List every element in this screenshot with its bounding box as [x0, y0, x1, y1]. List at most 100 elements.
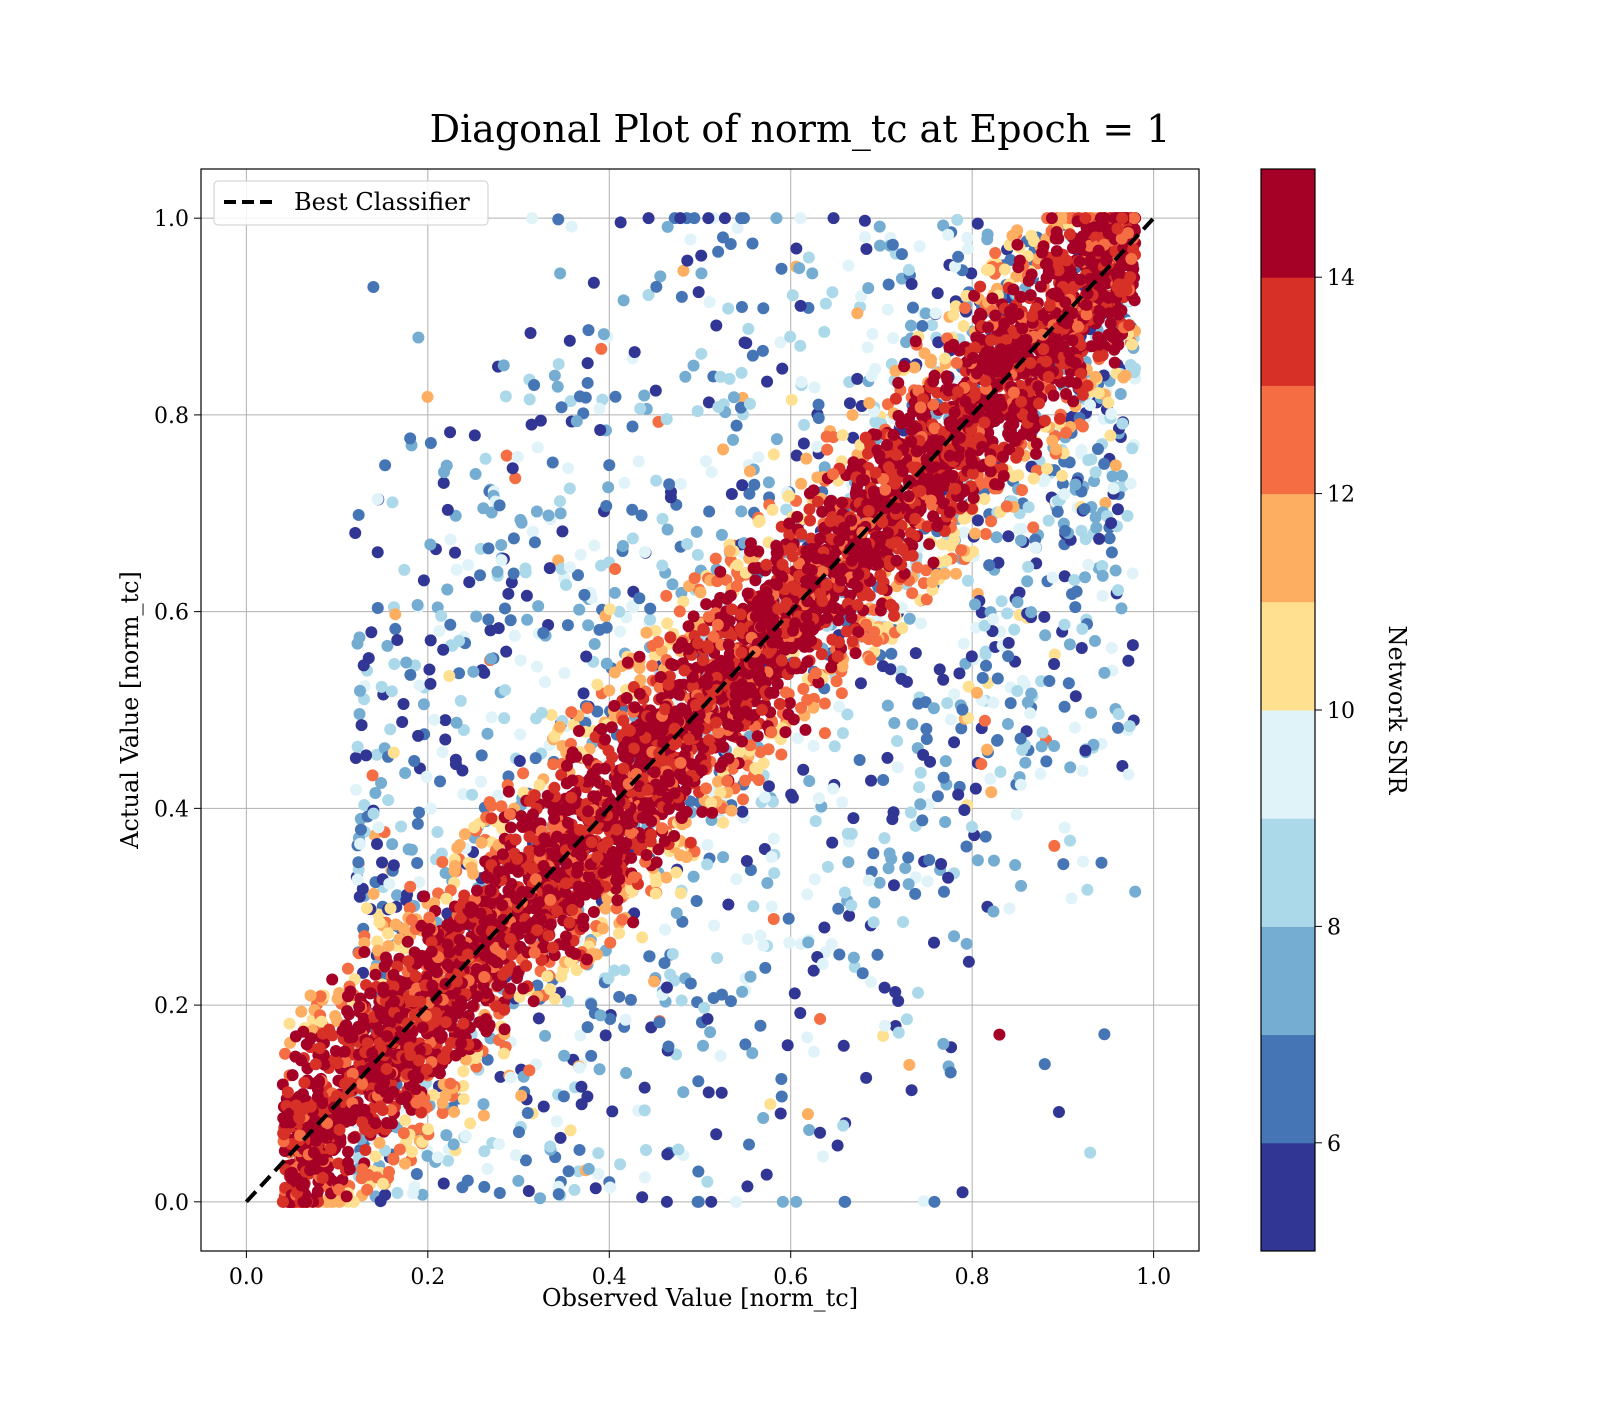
data-point [991, 735, 1003, 747]
data-point [1097, 590, 1109, 602]
data-point [412, 730, 424, 742]
data-point [425, 802, 437, 814]
data-point [1112, 722, 1124, 734]
data-point [531, 661, 543, 673]
data-point [775, 1073, 787, 1085]
data-point [582, 357, 594, 369]
data-point [980, 660, 992, 672]
data-point [851, 307, 863, 319]
data-point [981, 264, 993, 276]
data-point [1058, 488, 1070, 500]
data-point [625, 994, 637, 1006]
data-point [1025, 688, 1037, 700]
data-point [523, 1185, 535, 1197]
data-point [582, 324, 594, 336]
data-point [493, 622, 505, 634]
data-point [1015, 535, 1027, 547]
data-point [952, 251, 964, 263]
data-point [606, 1105, 618, 1117]
data-point [562, 462, 574, 474]
data-point [640, 627, 652, 639]
data-point [763, 743, 775, 755]
data-point [739, 336, 751, 348]
data-point [1084, 399, 1096, 411]
data-point [770, 212, 782, 224]
data-point [716, 529, 728, 541]
data-point [505, 822, 517, 834]
data-point [399, 1114, 411, 1126]
data-point [744, 465, 756, 477]
data-point [906, 1084, 918, 1096]
data-point [692, 405, 704, 417]
data-point [744, 971, 756, 983]
data-point [552, 213, 564, 225]
data-point [526, 212, 538, 224]
data-point [534, 1192, 546, 1204]
data-point [897, 916, 909, 928]
data-point [1024, 707, 1036, 719]
data-point [797, 764, 809, 776]
data-point [565, 1124, 577, 1136]
data-point [717, 851, 729, 863]
data-point [779, 726, 791, 738]
data-point [887, 332, 899, 344]
data-point [928, 702, 940, 714]
data-point [972, 854, 984, 866]
data-point [435, 610, 447, 622]
data-point [418, 698, 430, 710]
data-point [374, 916, 386, 928]
data-point [798, 419, 810, 431]
data-point [566, 221, 578, 233]
data-point [806, 267, 818, 279]
data-point [759, 791, 771, 803]
data-point [1026, 268, 1038, 280]
data-point [369, 787, 381, 799]
data-point [702, 1013, 714, 1025]
data-point [553, 358, 565, 370]
data-point [757, 940, 769, 952]
data-point [942, 872, 954, 884]
data-point [842, 856, 854, 868]
data-point [940, 755, 952, 767]
data-point [887, 239, 899, 251]
data-point [458, 1093, 470, 1105]
data-point [1113, 708, 1125, 720]
data-point [705, 1196, 717, 1208]
data-point [757, 1112, 769, 1124]
data-point [761, 376, 773, 388]
data-point [777, 1196, 789, 1208]
data-point [1002, 650, 1014, 662]
data-point [389, 623, 401, 635]
data-point [372, 546, 384, 558]
data-point [726, 488, 738, 500]
data-point [947, 309, 959, 321]
data-point [585, 998, 597, 1010]
data-point [382, 794, 394, 806]
data-point [663, 478, 675, 490]
data-point [600, 500, 612, 512]
data-point [1090, 522, 1102, 534]
data-point [963, 956, 975, 968]
data-point [1090, 371, 1102, 383]
data-point [501, 450, 513, 462]
data-point [377, 1178, 389, 1190]
data-point [868, 916, 880, 928]
data-point [614, 1158, 626, 1170]
data-point [827, 783, 839, 795]
data-point [972, 218, 984, 230]
data-point [662, 221, 674, 233]
data-point [526, 419, 538, 431]
data-point [564, 561, 576, 573]
data-point [703, 1086, 715, 1098]
data-point [474, 569, 486, 581]
data-point [394, 1143, 406, 1155]
data-point [556, 525, 568, 537]
data-point [903, 1059, 915, 1071]
data-point [948, 930, 960, 942]
data-point [1059, 821, 1071, 833]
data-point [1105, 408, 1117, 420]
data-point [771, 433, 783, 445]
data-point [1127, 639, 1139, 651]
data-point [948, 736, 960, 748]
